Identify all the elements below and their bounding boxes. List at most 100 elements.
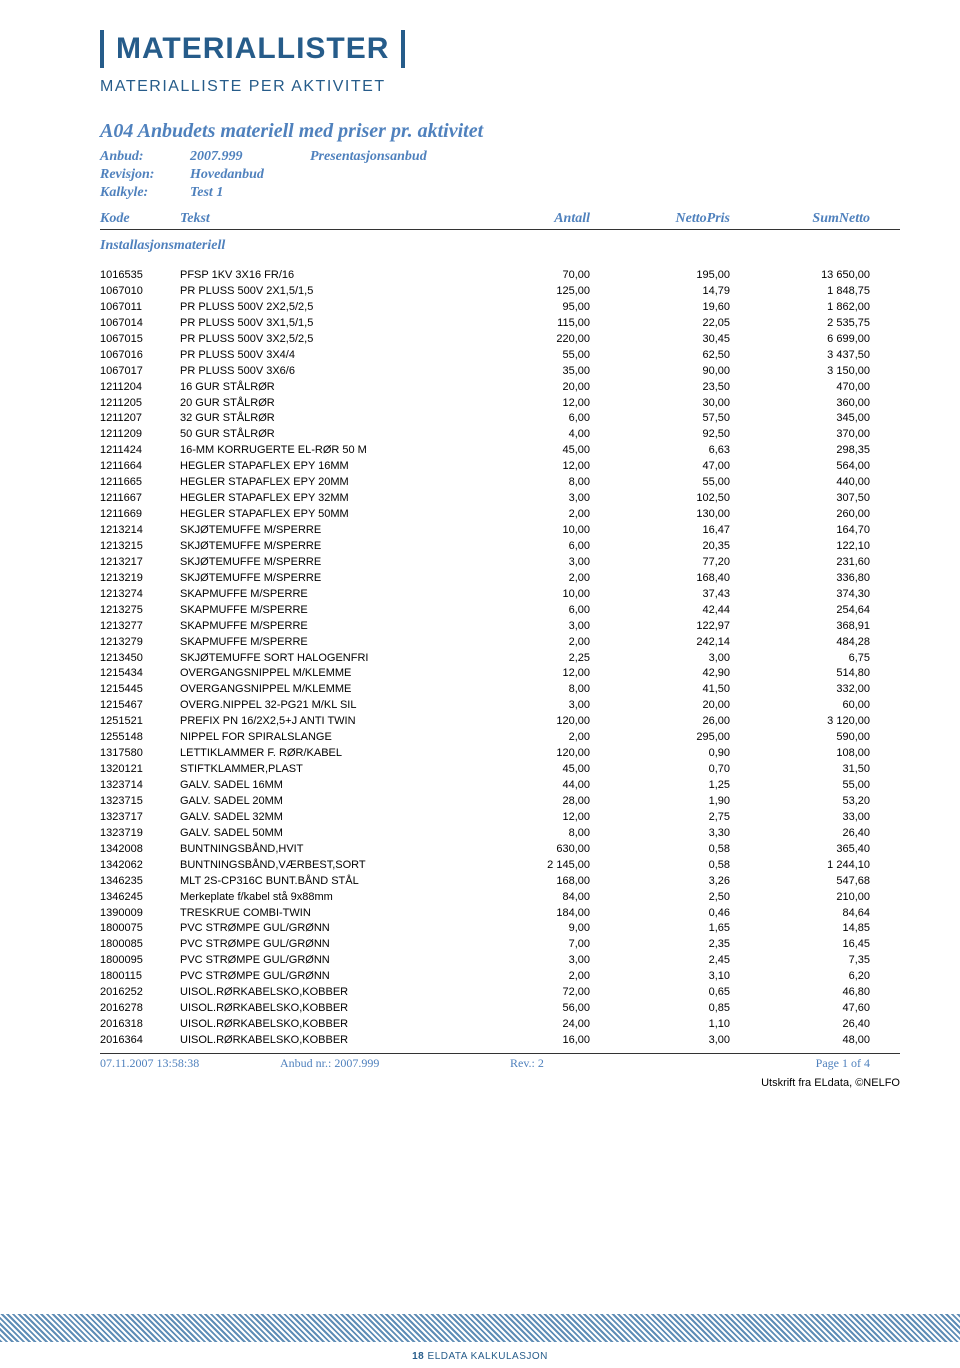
table-cell: 6,00: [470, 411, 590, 427]
revisjon-value: Hovedanbud: [190, 167, 310, 183]
table-cell: 1211207: [100, 411, 180, 427]
table-cell: 298,35: [730, 443, 870, 459]
col-antall: Antall: [470, 211, 590, 227]
table-cell: 3,00: [470, 555, 590, 571]
table-cell: 10,00: [470, 523, 590, 539]
table-cell: PR PLUSS 500V 2X2,5/2,5: [180, 300, 470, 316]
page-number-bold: 18: [412, 1351, 424, 1362]
table-cell: 42,90: [590, 666, 730, 682]
table-cell: PR PLUSS 500V 3X6/6: [180, 364, 470, 380]
table-cell: SKJØTEMUFFE SORT HALOGENFRI: [180, 651, 470, 667]
table-cell: 46,80: [730, 985, 870, 1001]
table-cell: 24,00: [470, 1017, 590, 1033]
table-cell: 3,00: [470, 491, 590, 507]
table-cell: 210,00: [730, 890, 870, 906]
table-cell: 1,10: [590, 1017, 730, 1033]
table-cell: 2 535,75: [730, 316, 870, 332]
table-cell: STIFTKLAMMER,PLAST: [180, 762, 470, 778]
table-cell: 45,00: [470, 762, 590, 778]
table-cell: 122,10: [730, 539, 870, 555]
page-number-label: ELDATA KALKULASJON: [428, 1351, 548, 1362]
table-cell: 1 862,00: [730, 300, 870, 316]
kalkyle-value: Test 1: [190, 185, 310, 201]
table-cell: 370,00: [730, 427, 870, 443]
footer-anbud-nr: Anbud nr.: 2007.999: [280, 1056, 510, 1071]
table-cell: BUNTNINGSBÅND,VÆRBEST,SORT: [180, 858, 470, 874]
table-cell: 1323714: [100, 778, 180, 794]
table-cell: OVERG.NIPPEL 32-PG21 M/KL SIL: [180, 698, 470, 714]
table-row: 1213217SKJØTEMUFFE M/SPERRE3,0077,20231,…: [100, 555, 900, 571]
table-row: 1251521PREFIX PN 16/2X2,5+J ANTI TWIN120…: [100, 714, 900, 730]
table-cell: 168,00: [470, 874, 590, 890]
table-cell: 1213215: [100, 539, 180, 555]
table-cell: 1213274: [100, 587, 180, 603]
table-cell: 20,00: [590, 698, 730, 714]
table-cell: 8,00: [470, 475, 590, 491]
table-cell: 16-MM KORRUGERTE EL-RØR 50 M: [180, 443, 470, 459]
table-cell: GALV. SADEL 16MM: [180, 778, 470, 794]
table-cell: SKJØTEMUFFE M/SPERRE: [180, 523, 470, 539]
table-cell: 1346245: [100, 890, 180, 906]
table-cell: 3,00: [590, 651, 730, 667]
col-sumnetto: SumNetto: [730, 211, 870, 227]
table-cell: 365,40: [730, 842, 870, 858]
table-cell: PREFIX PN 16/2X2,5+J ANTI TWIN: [180, 714, 470, 730]
table-cell: PVC STRØMPE GUL/GRØNN: [180, 921, 470, 937]
table-row: 1320121STIFTKLAMMER,PLAST45,000,7031,50: [100, 762, 900, 778]
table-cell: 33,00: [730, 810, 870, 826]
data-table: 1016535PFSP 1KV 3X16 FR/1670,00195,0013 …: [100, 268, 900, 1049]
table-cell: 345,00: [730, 411, 870, 427]
table-cell: 1215445: [100, 682, 180, 698]
table-cell: 122,97: [590, 619, 730, 635]
table-cell: 2016318: [100, 1017, 180, 1033]
table-cell: 547,68: [730, 874, 870, 890]
table-cell: 6,00: [470, 603, 590, 619]
table-cell: HEGLER STAPAFLEX EPY 32MM: [180, 491, 470, 507]
table-cell: 1067010: [100, 284, 180, 300]
table-cell: 2016252: [100, 985, 180, 1001]
table-cell: 10,00: [470, 587, 590, 603]
table-cell: UISOL.RØRKABELSKO,KOBBER: [180, 985, 470, 1001]
table-row: 1016535PFSP 1KV 3X16 FR/1670,00195,0013 …: [100, 268, 900, 284]
table-cell: 3,00: [470, 619, 590, 635]
table-row: 1067010PR PLUSS 500V 2X1,5/1,5125,0014,7…: [100, 284, 900, 300]
table-cell: 1215434: [100, 666, 180, 682]
table-cell: 6 699,00: [730, 332, 870, 348]
table-cell: 12,00: [470, 810, 590, 826]
table-cell: 26,40: [730, 826, 870, 842]
table-cell: 2,50: [590, 890, 730, 906]
table-cell: 254,64: [730, 603, 870, 619]
table-cell: 1 244,10: [730, 858, 870, 874]
table-cell: 1213277: [100, 619, 180, 635]
table-cell: 90,00: [590, 364, 730, 380]
table-cell: 32 GUR STÅLRØR: [180, 411, 470, 427]
table-cell: PR PLUSS 500V 3X2,5/2,5: [180, 332, 470, 348]
table-cell: 2,45: [590, 953, 730, 969]
table-row: 121142416-MM KORRUGERTE EL-RØR 50 M45,00…: [100, 443, 900, 459]
column-headers: Kode Tekst Antall NettoPris SumNetto: [100, 209, 900, 230]
table-cell: 55,00: [590, 475, 730, 491]
table-cell: 1390009: [100, 906, 180, 922]
table-cell: 16 GUR STÅLRØR: [180, 380, 470, 396]
table-cell: PVC STRØMPE GUL/GRØNN: [180, 969, 470, 985]
table-cell: 2,00: [470, 571, 590, 587]
table-row: 1342008BUNTNINGSBÅND,HVIT630,000,58365,4…: [100, 842, 900, 858]
table-cell: 20,00: [470, 380, 590, 396]
table-cell: 115,00: [470, 316, 590, 332]
table-cell: 41,50: [590, 682, 730, 698]
table-cell: 1211209: [100, 427, 180, 443]
table-cell: 130,00: [590, 507, 730, 523]
table-row: 121120520 GUR STÅLRØR12,0030,00360,00: [100, 396, 900, 412]
table-cell: SKJØTEMUFFE M/SPERRE: [180, 539, 470, 555]
section-title: Installasjonsmateriell: [100, 238, 900, 254]
table-row: 1211669HEGLER STAPAFLEX EPY 50MM2,00130,…: [100, 507, 900, 523]
table-cell: 3,00: [470, 953, 590, 969]
table-cell: 23,50: [590, 380, 730, 396]
table-cell: 1342062: [100, 858, 180, 874]
table-cell: 60,00: [730, 698, 870, 714]
table-cell: SKAPMUFFE M/SPERRE: [180, 587, 470, 603]
footer-hatch-pattern: [0, 1314, 960, 1342]
table-cell: SKAPMUFFE M/SPERRE: [180, 603, 470, 619]
table-cell: 1251521: [100, 714, 180, 730]
table-cell: 2016278: [100, 1001, 180, 1017]
